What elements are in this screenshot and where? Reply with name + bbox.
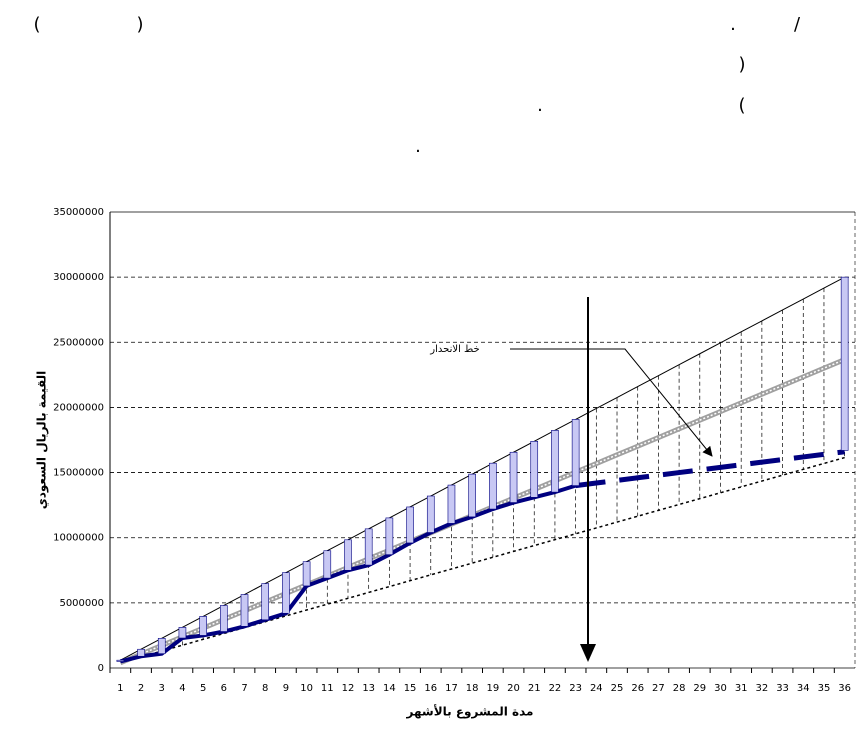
x-tick-label: 3	[159, 683, 165, 694]
header-fragment: .	[537, 95, 543, 116]
header-fragment: (	[33, 14, 40, 35]
x-tick-label: 31	[735, 683, 748, 694]
x-tick-label: 19	[486, 683, 499, 694]
y-tick-label: 30000000	[53, 272, 104, 283]
x-tick-label: 35	[818, 683, 831, 694]
x-tick-label: 24	[590, 683, 603, 694]
x-tick-label: 32	[756, 683, 769, 694]
annotation: خط الانحدار	[429, 344, 479, 355]
header-fragment: .	[730, 14, 736, 35]
range-bar	[426, 495, 435, 533]
header-fragment: )	[738, 54, 745, 75]
range-bar	[551, 430, 559, 493]
annotation-arrow	[510, 348, 713, 457]
range-bar	[199, 616, 207, 636]
range-bar	[323, 550, 332, 579]
x-tick-label: 27	[652, 683, 665, 694]
x-tick-label: 36	[838, 683, 851, 694]
x-tick-label: 16	[424, 683, 437, 694]
x-tick-label: 9	[283, 683, 289, 694]
y-tick-label: 20000000	[53, 402, 104, 413]
y-tick-label: 35000000	[53, 207, 104, 218]
x-tick-label: 12	[342, 683, 355, 694]
x-tick-label: 10	[300, 683, 313, 694]
range-bar	[282, 572, 290, 614]
x-tick-label: 23	[569, 683, 582, 694]
x-tick-label: 1	[117, 683, 123, 694]
x-tick-label: 8	[262, 683, 268, 694]
x-tick-label: 4	[179, 683, 185, 694]
y-tick-label: 25000000	[53, 337, 104, 348]
range-bar	[364, 528, 373, 566]
range-bar	[157, 637, 166, 654]
x-tick-label: 30	[714, 683, 727, 694]
range-bar	[302, 561, 311, 587]
header-fragment: )	[136, 14, 143, 35]
header-fragment: /	[794, 14, 801, 35]
y-tick-label: 10000000	[53, 533, 104, 544]
x-tick-label: 33	[776, 683, 789, 694]
x-tick-label: 29	[693, 683, 706, 694]
x-tick-label: 18	[466, 683, 479, 694]
forecast-line	[575, 449, 845, 489]
range-bar	[385, 517, 394, 555]
range-bar	[468, 473, 476, 518]
x-tick-label: 25	[611, 683, 624, 694]
x-axis-title: مدة المشروع بالأشهر	[406, 704, 534, 720]
header-fragment: .	[415, 136, 421, 157]
range-bar	[220, 605, 228, 632]
x-tick-label: 26	[631, 683, 644, 694]
x-tick-label: 34	[797, 683, 810, 694]
x-tick-label: 21	[528, 683, 541, 694]
y-tick-label: 0	[98, 663, 104, 674]
x-tick-label: 15	[404, 683, 417, 694]
range-bar	[137, 648, 145, 657]
x-tick-label: 13	[362, 683, 375, 694]
x-tick-label: 6	[221, 683, 227, 694]
y-axis-title: القيمة بالريال السعودي	[35, 371, 50, 510]
range-bar	[489, 462, 497, 510]
x-tick-label: 7	[241, 683, 247, 694]
range-bar	[178, 627, 187, 639]
range-bar	[116, 659, 125, 662]
status-arrow-head	[580, 644, 596, 662]
range-bar	[840, 276, 849, 451]
range-bar	[344, 539, 352, 571]
x-tick-label: 20	[507, 683, 520, 694]
x-tick-label: 11	[321, 683, 334, 694]
range-bar	[571, 419, 580, 486]
range-bar	[530, 441, 539, 498]
x-tick-label: 28	[673, 683, 686, 694]
x-tick-label: 2	[138, 683, 144, 694]
range-bar	[261, 583, 270, 621]
range-bar	[509, 451, 518, 503]
range-bar	[406, 506, 414, 544]
x-tick-label: 5	[200, 683, 206, 694]
header-fragment: (	[738, 95, 745, 116]
y-tick-label: 15000000	[53, 468, 104, 479]
range-bar	[240, 594, 249, 627]
range-bar	[447, 484, 456, 524]
x-tick-label: 14	[383, 683, 396, 694]
y-tick-label: 5000000	[59, 598, 104, 609]
x-tick-label: 17	[445, 683, 458, 694]
x-tick-label: 22	[549, 683, 562, 694]
